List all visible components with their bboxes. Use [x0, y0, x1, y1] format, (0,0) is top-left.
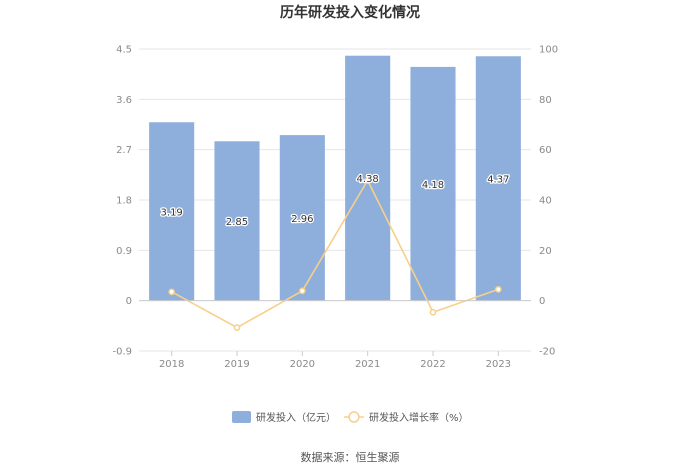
x-axis: 2018 2019 2020 2021 2022 2023	[139, 300, 531, 370]
x-axis-tick-label: 2018	[159, 359, 184, 370]
bar-value-label: 4.38	[357, 174, 379, 185]
right-axis-tick-label: 40	[539, 196, 552, 207]
growth-rate-point[interactable]	[364, 177, 372, 184]
bar[interactable]	[149, 122, 195, 301]
left-axis-tick-label: 4.5	[116, 45, 132, 56]
growth-rate-point[interactable]	[168, 288, 176, 296]
growth-rate-line	[171, 178, 499, 329]
bar-value-label: 3.19	[161, 207, 183, 218]
bar[interactable]	[279, 135, 325, 301]
right-axis: -20 0 20 40 60 80 100	[539, 45, 558, 358]
growth-rate-point[interactable]	[298, 287, 306, 295]
right-axis-tick-label: -20	[539, 347, 555, 358]
growth-rate-point[interactable]	[233, 324, 241, 331]
bar-value-label: 4.18	[422, 180, 444, 191]
data-labels: 3.19 2.85 2.96 4.38 4.18 4.37	[159, 173, 510, 229]
bar-value-label: 2.96	[291, 214, 313, 225]
bar[interactable]	[475, 56, 521, 301]
legend-bar-swatch	[232, 411, 251, 423]
right-axis-tick-label: 0	[539, 296, 545, 307]
line-series	[168, 177, 502, 331]
chart-title: 历年研发投入变化情况	[280, 4, 420, 21]
left-axis-tick-label: 3.6	[116, 95, 132, 106]
legend-item-bar[interactable]: 研发投入（亿元）	[232, 411, 336, 424]
right-axis-tick-label: 20	[539, 246, 552, 257]
legend-line-label: 研发投入增长率（%）	[369, 411, 469, 424]
bar[interactable]	[410, 66, 456, 301]
right-axis-tick-label: 100	[539, 45, 558, 56]
left-axis-tick-label: 2.7	[116, 145, 132, 156]
left-axis: -0.9 0 0.9 1.8 2.7 3.6 4.5	[112, 45, 132, 358]
x-axis-tick-label: 2023	[486, 359, 511, 370]
left-axis-tick-label: 0.9	[116, 246, 132, 257]
left-axis-tick-label: 1.8	[116, 196, 132, 207]
growth-rate-point[interactable]	[429, 308, 437, 316]
x-axis-tick-label: 2021	[355, 359, 380, 370]
legend-line-marker	[348, 411, 360, 423]
left-axis-tick-label: -0.9	[112, 347, 132, 358]
legend: 研发投入（亿元） 研发投入增长率（%）	[232, 411, 469, 424]
right-axis-tick-label: 60	[539, 145, 552, 156]
x-axis-tick-label: 2022	[420, 359, 445, 370]
x-axis-tick-label: 2020	[290, 359, 315, 370]
source-note: 数据来源：恒生聚源	[301, 450, 400, 464]
legend-bar-label: 研发投入（亿元）	[256, 411, 336, 424]
bar[interactable]	[214, 141, 260, 301]
growth-rate-point[interactable]	[494, 285, 502, 293]
bar-value-label: 2.85	[226, 217, 248, 228]
left-axis-tick-label: 0	[126, 296, 132, 307]
bar-series	[149, 55, 521, 301]
bar-value-label: 4.37	[487, 174, 509, 185]
legend-item-line[interactable]: 研发投入增长率（%）	[344, 411, 469, 424]
x-axis-tick-label: 2019	[224, 359, 249, 370]
right-axis-tick-label: 80	[539, 95, 552, 106]
